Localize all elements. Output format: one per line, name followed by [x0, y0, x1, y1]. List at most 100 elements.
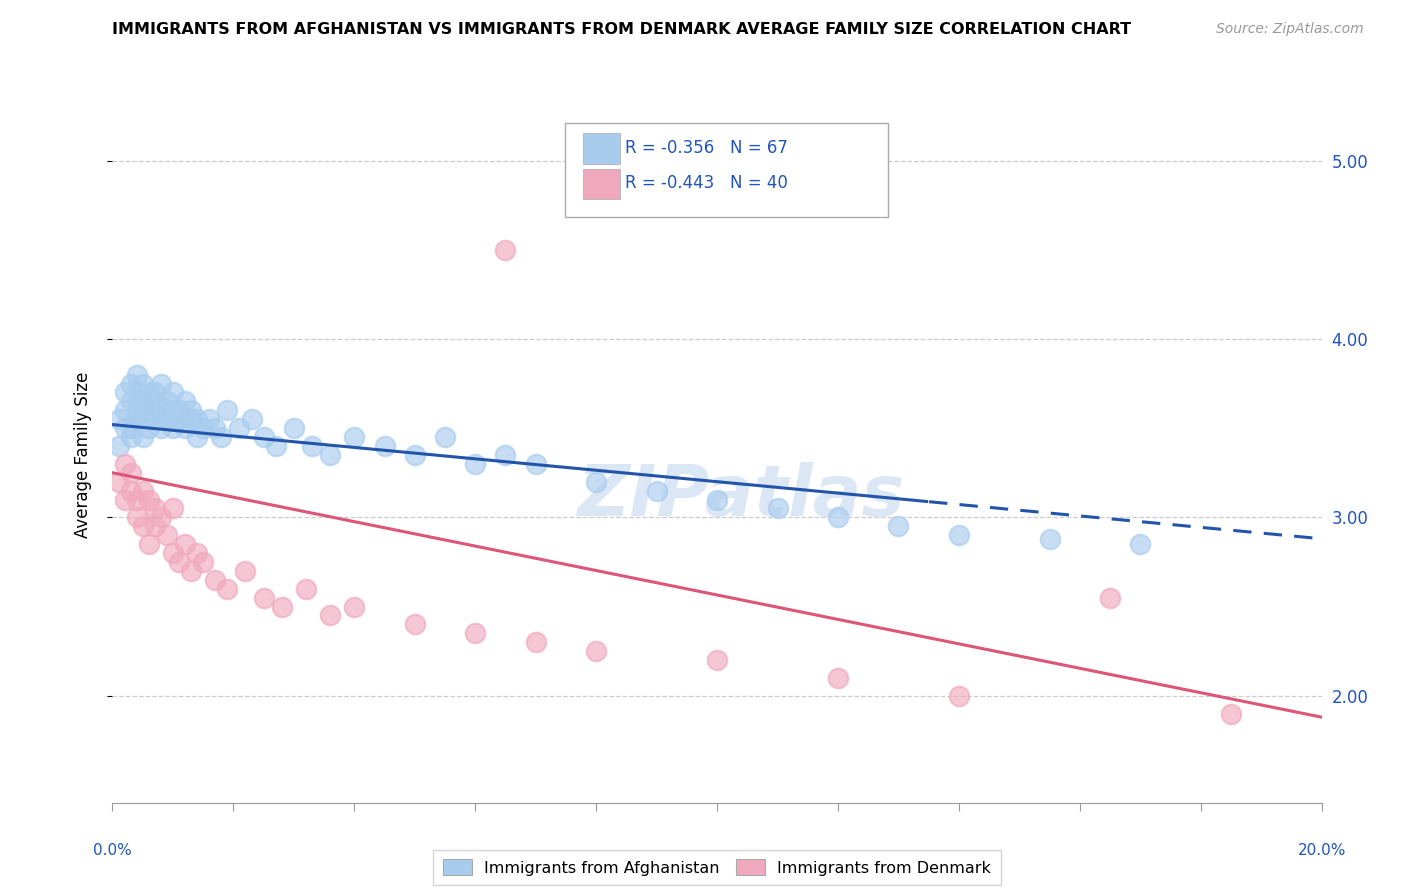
Point — [138, 421, 160, 435]
Point — [174, 537, 197, 551]
Point — [149, 510, 172, 524]
Point — [191, 555, 214, 569]
Point — [120, 466, 142, 480]
Point — [174, 421, 197, 435]
Point — [125, 412, 148, 426]
Point — [1038, 532, 1062, 546]
Point — [107, 412, 129, 426]
Point — [191, 421, 214, 435]
Point — [186, 412, 208, 426]
Point — [120, 483, 142, 498]
Point — [149, 421, 172, 435]
Point — [464, 457, 486, 471]
Point — [217, 582, 239, 596]
Point — [120, 376, 142, 391]
Point — [948, 689, 970, 703]
Point — [948, 528, 970, 542]
Point — [138, 385, 160, 400]
Point — [374, 439, 396, 453]
Point — [167, 412, 190, 426]
Point — [156, 394, 179, 409]
Point — [301, 439, 323, 453]
Point — [186, 546, 208, 560]
Point — [143, 519, 166, 533]
Point — [120, 394, 142, 409]
Point — [107, 439, 129, 453]
Point — [404, 617, 426, 632]
Point — [132, 430, 155, 444]
Point — [1220, 706, 1243, 721]
Text: R = -0.443   N = 40: R = -0.443 N = 40 — [626, 174, 789, 193]
Point — [180, 564, 202, 578]
Point — [204, 573, 226, 587]
Point — [295, 582, 318, 596]
Point — [319, 448, 342, 462]
Point — [125, 403, 148, 417]
Point — [217, 403, 239, 417]
Point — [107, 475, 129, 489]
Point — [204, 421, 226, 435]
Point — [138, 403, 160, 417]
Point — [149, 403, 172, 417]
Point — [198, 412, 221, 426]
Point — [585, 644, 607, 658]
Point — [162, 403, 184, 417]
Point — [827, 671, 849, 685]
Point — [162, 501, 184, 516]
Text: 0.0%: 0.0% — [93, 843, 132, 858]
Point — [283, 421, 305, 435]
Point — [114, 421, 136, 435]
Point — [125, 368, 148, 382]
Point — [120, 421, 142, 435]
Point — [270, 599, 292, 614]
Point — [156, 412, 179, 426]
Point — [162, 421, 184, 435]
Point — [114, 403, 136, 417]
Point — [167, 403, 190, 417]
Point — [143, 385, 166, 400]
Point — [186, 430, 208, 444]
Point — [766, 501, 789, 516]
Point — [120, 430, 142, 444]
Point — [132, 519, 155, 533]
Text: IMMIGRANTS FROM AFGHANISTAN VS IMMIGRANTS FROM DENMARK AVERAGE FAMILY SIZE CORRE: IMMIGRANTS FROM AFGHANISTAN VS IMMIGRANT… — [112, 22, 1132, 37]
Point — [132, 483, 155, 498]
Point — [240, 412, 263, 426]
Point — [167, 555, 190, 569]
Point — [524, 457, 547, 471]
Point — [114, 457, 136, 471]
Text: 20.0%: 20.0% — [1298, 843, 1346, 858]
Point — [264, 439, 287, 453]
Point — [114, 492, 136, 507]
Point — [138, 492, 160, 507]
Point — [125, 492, 148, 507]
Legend: Immigrants from Afghanistan, Immigrants from Denmark: Immigrants from Afghanistan, Immigrants … — [433, 849, 1001, 885]
Point — [585, 475, 607, 489]
Point — [162, 385, 184, 400]
Point — [132, 412, 155, 426]
Point — [706, 653, 728, 667]
Point — [132, 376, 155, 391]
Point — [1129, 537, 1152, 551]
Text: ZIPatlas: ZIPatlas — [578, 462, 905, 531]
Point — [343, 430, 366, 444]
Point — [464, 626, 486, 640]
Point — [524, 635, 547, 649]
Point — [645, 483, 668, 498]
Point — [125, 510, 148, 524]
Point — [180, 403, 202, 417]
Point — [143, 394, 166, 409]
Point — [253, 430, 276, 444]
Point — [174, 394, 197, 409]
Point — [180, 412, 202, 426]
Point — [156, 528, 179, 542]
Point — [143, 412, 166, 426]
Point — [827, 510, 849, 524]
Point — [125, 385, 148, 400]
Point — [404, 448, 426, 462]
Point — [149, 376, 172, 391]
Point — [887, 519, 910, 533]
Point — [253, 591, 276, 605]
Text: Source: ZipAtlas.com: Source: ZipAtlas.com — [1216, 22, 1364, 37]
Point — [343, 599, 366, 614]
